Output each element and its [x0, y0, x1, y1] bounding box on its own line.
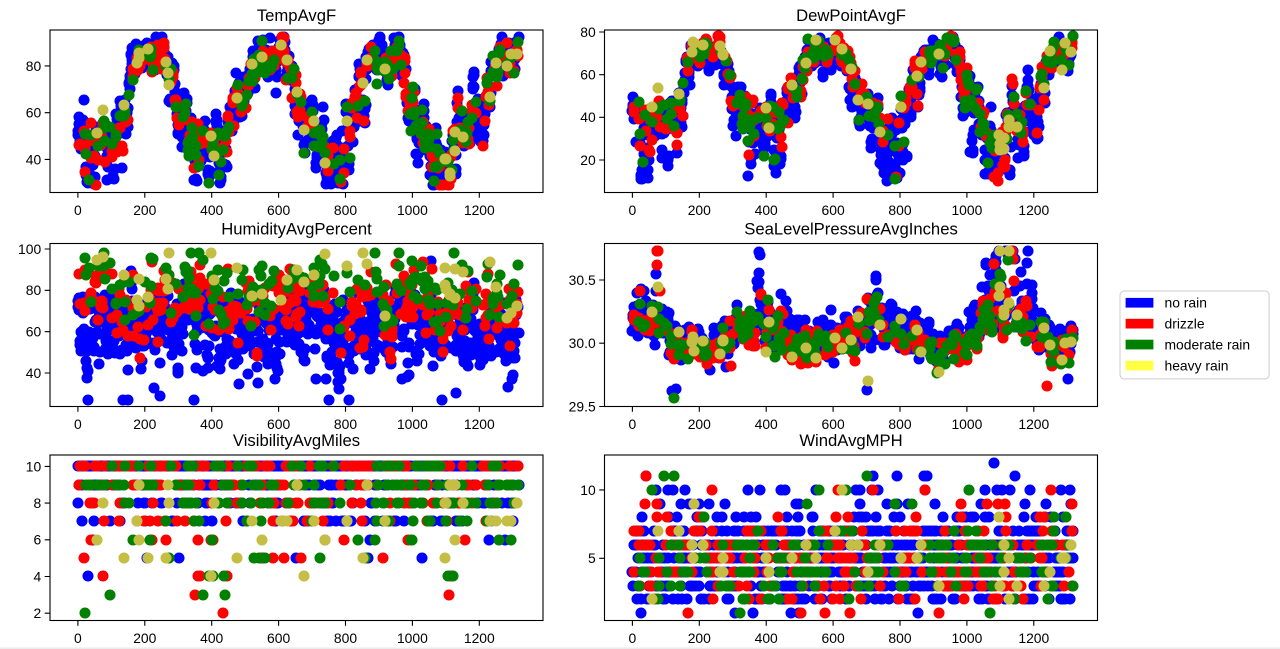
svg-text:1200: 1200	[464, 630, 495, 646]
svg-text:0: 0	[74, 416, 82, 432]
svg-text:800: 800	[888, 416, 911, 432]
svg-text:200: 200	[688, 202, 711, 218]
svg-text:40: 40	[580, 109, 596, 125]
svg-text:600: 600	[822, 202, 845, 218]
svg-text:0: 0	[629, 630, 637, 646]
svg-text:80: 80	[26, 282, 42, 298]
svg-text:29.5: 29.5	[569, 398, 596, 414]
svg-text:800: 800	[334, 202, 357, 218]
svg-text:200: 200	[688, 416, 711, 432]
svg-text:60: 60	[26, 105, 42, 121]
svg-text:0: 0	[629, 416, 637, 432]
svg-text:600: 600	[267, 416, 290, 432]
svg-text:400: 400	[200, 202, 223, 218]
svg-text:drizzle: drizzle	[1165, 316, 1205, 332]
svg-text:DewPointAvgF: DewPointAvgF	[796, 6, 906, 25]
svg-text:400: 400	[755, 630, 778, 646]
svg-text:80: 80	[580, 24, 596, 40]
svg-text:1000: 1000	[397, 630, 428, 646]
svg-text:10: 10	[26, 458, 42, 474]
svg-text:200: 200	[133, 202, 156, 218]
svg-text:30.0: 30.0	[569, 335, 596, 351]
svg-text:heavy rain: heavy rain	[1165, 357, 1229, 373]
svg-text:40: 40	[26, 151, 42, 167]
svg-text:600: 600	[822, 416, 845, 432]
svg-text:6: 6	[33, 532, 41, 548]
svg-text:600: 600	[267, 202, 290, 218]
svg-text:10: 10	[580, 482, 596, 498]
svg-text:20: 20	[580, 152, 596, 168]
svg-text:200: 200	[133, 630, 156, 646]
svg-text:800: 800	[888, 202, 911, 218]
svg-text:4: 4	[33, 568, 41, 584]
svg-text:1200: 1200	[1018, 416, 1049, 432]
svg-text:1200: 1200	[464, 202, 495, 218]
svg-text:0: 0	[629, 202, 637, 218]
svg-text:HumidityAvgPercent: HumidityAvgPercent	[221, 220, 372, 239]
svg-text:TempAvgF: TempAvgF	[257, 6, 336, 25]
svg-text:no rain: no rain	[1165, 295, 1207, 311]
svg-text:1200: 1200	[1018, 630, 1049, 646]
svg-text:1200: 1200	[464, 416, 495, 432]
svg-text:60: 60	[26, 324, 42, 340]
svg-text:5: 5	[588, 550, 596, 566]
svg-text:SeaLevelPressureAvgInches: SeaLevelPressureAvgInches	[744, 220, 958, 239]
svg-text:400: 400	[200, 416, 223, 432]
svg-text:80: 80	[26, 58, 42, 74]
svg-text:200: 200	[133, 416, 156, 432]
svg-text:WindAvgMPH: WindAvgMPH	[799, 431, 902, 450]
svg-text:400: 400	[755, 416, 778, 432]
svg-text:1200: 1200	[1018, 202, 1049, 218]
svg-text:VisibilityAvgMiles: VisibilityAvgMiles	[233, 431, 360, 450]
svg-text:400: 400	[200, 630, 223, 646]
svg-text:800: 800	[334, 416, 357, 432]
svg-text:800: 800	[888, 630, 911, 646]
svg-text:0: 0	[74, 202, 82, 218]
svg-text:30.5: 30.5	[569, 272, 596, 288]
svg-text:60: 60	[580, 67, 596, 83]
svg-text:600: 600	[822, 630, 845, 646]
svg-text:8: 8	[33, 495, 41, 511]
svg-text:200: 200	[688, 630, 711, 646]
svg-text:moderate rain: moderate rain	[1165, 337, 1251, 353]
svg-text:600: 600	[267, 630, 290, 646]
svg-text:400: 400	[755, 202, 778, 218]
svg-text:2: 2	[33, 605, 41, 621]
svg-text:1000: 1000	[951, 630, 982, 646]
svg-text:800: 800	[334, 630, 357, 646]
svg-text:1000: 1000	[951, 416, 982, 432]
svg-text:0: 0	[74, 630, 82, 646]
svg-text:100: 100	[18, 241, 41, 257]
svg-text:40: 40	[26, 365, 42, 381]
svg-text:1000: 1000	[397, 202, 428, 218]
svg-text:1000: 1000	[397, 416, 428, 432]
svg-text:1000: 1000	[951, 202, 982, 218]
